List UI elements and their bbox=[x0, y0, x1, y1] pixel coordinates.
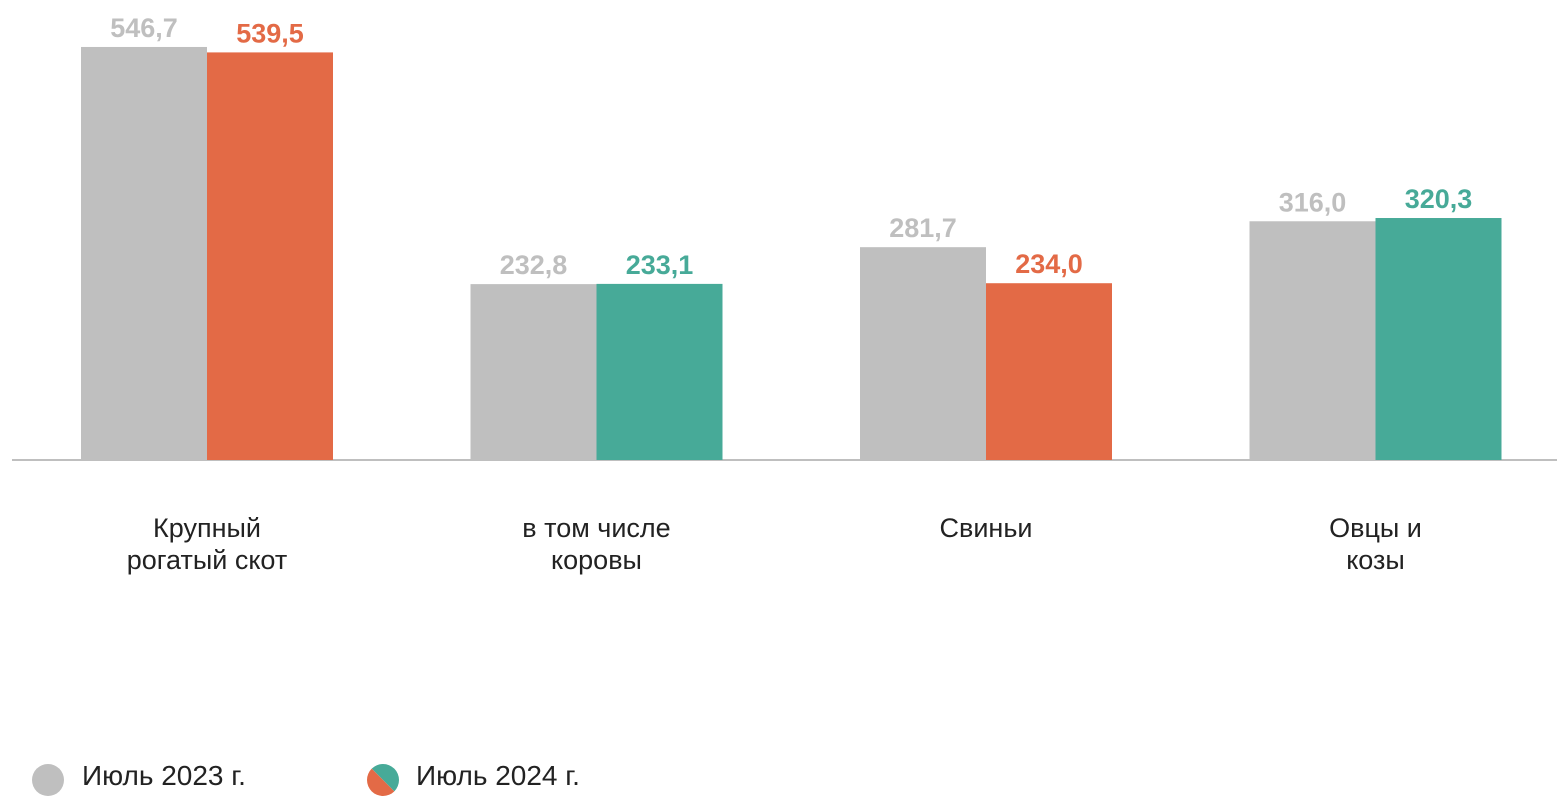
legend-label: Июль 2023 г. bbox=[82, 760, 246, 791]
bar bbox=[860, 247, 986, 460]
data-label: 281,7 bbox=[889, 213, 957, 243]
x-tick-label: Овцы и козы bbox=[1329, 513, 1422, 575]
legend-swatch bbox=[371, 763, 399, 792]
legend-label: Июль 2024 г. bbox=[416, 760, 580, 791]
data-label: 539,5 bbox=[236, 18, 304, 48]
bar bbox=[81, 46, 207, 461]
legend-swatch bbox=[366, 768, 395, 796]
bar bbox=[470, 284, 597, 460]
bar bbox=[986, 283, 1112, 460]
bar bbox=[1375, 218, 1502, 460]
x-tick-label: Свиньи bbox=[939, 513, 1033, 543]
data-label: 316,0 bbox=[1279, 187, 1347, 217]
data-label: 320,3 bbox=[1405, 184, 1473, 214]
x-tick-label: Крупный рогатый скот bbox=[126, 513, 288, 575]
data-label: 232,8 bbox=[500, 250, 568, 280]
legend-swatch bbox=[32, 764, 64, 796]
bar bbox=[596, 283, 723, 460]
data-label: 234,0 bbox=[1015, 249, 1083, 279]
bar bbox=[207, 52, 333, 461]
data-label: 233,1 bbox=[626, 250, 694, 280]
x-tick-label: в том числе коровы bbox=[522, 513, 671, 575]
data-label: 546,7 bbox=[110, 13, 178, 43]
bar bbox=[1249, 221, 1376, 460]
